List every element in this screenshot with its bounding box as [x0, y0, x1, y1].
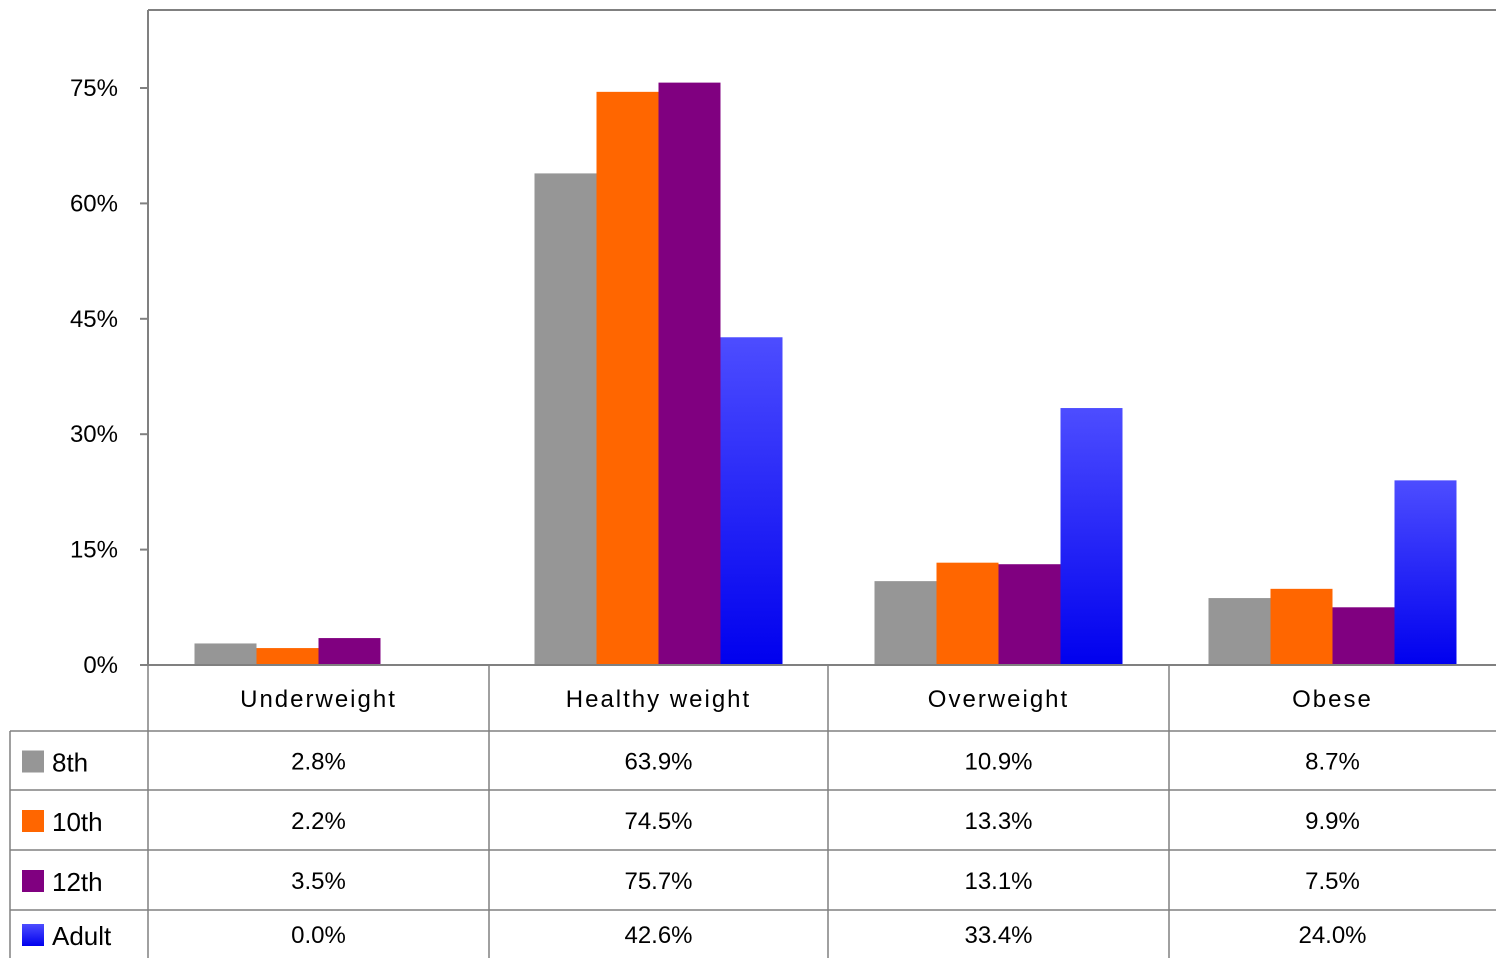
- bar-10th-healthy-weight: [596, 91, 659, 665]
- legend-swatch-10th: [22, 810, 44, 832]
- bar-10th-obese: [1270, 588, 1333, 665]
- legend-swatch-12th: [22, 870, 44, 892]
- table-cell: 13.1%: [964, 868, 1032, 895]
- table-cell: 9.9%: [1305, 808, 1360, 835]
- legend-label: 10th: [52, 807, 103, 837]
- bar-12th-overweight: [998, 564, 1061, 665]
- y-axis-ticks: 0% 15% 30% 45% 60% 75%: [70, 75, 148, 679]
- legend-label: Adult: [52, 921, 112, 951]
- bar-8th-obese: [1208, 598, 1271, 665]
- bar-adult-overweight: [1060, 408, 1123, 665]
- table-cell: 0.0%: [291, 922, 346, 949]
- table-cell: 63.9%: [624, 749, 692, 776]
- table-cell: 75.7%: [624, 868, 692, 895]
- table-cell: 33.4%: [964, 922, 1032, 949]
- table-cell: 2.8%: [291, 749, 346, 776]
- y-tick-label: 0%: [83, 652, 118, 679]
- table-cell: 74.5%: [624, 808, 692, 835]
- y-tick-label: 75%: [70, 75, 118, 102]
- bar-10th-underweight: [256, 648, 319, 665]
- bars: [194, 82, 1457, 665]
- legend-swatch-adult: [22, 924, 44, 946]
- table-cell: 2.2%: [291, 808, 346, 835]
- table-cell: 42.6%: [624, 922, 692, 949]
- axes: [147, 9, 1496, 665]
- bar-12th-obese: [1332, 607, 1395, 665]
- y-tick-label: 30%: [70, 421, 118, 448]
- bar-12th-healthy-weight: [658, 82, 721, 665]
- bar-adult-obese: [1394, 480, 1457, 665]
- bar-8th-underweight: [194, 643, 257, 665]
- legend-label: 12th: [52, 867, 103, 897]
- table-cell: 8.7%: [1305, 749, 1360, 776]
- legend-label: 8th: [52, 748, 88, 778]
- category-label: Obese: [1292, 686, 1373, 713]
- table-cell: 13.3%: [964, 808, 1032, 835]
- table-cell: 10.9%: [964, 749, 1032, 776]
- category-label: Healthy weight: [566, 686, 751, 713]
- table-cell: 24.0%: [1298, 922, 1366, 949]
- table-cell: 3.5%: [291, 868, 346, 895]
- category-label: Overweight: [928, 686, 1069, 713]
- bar-8th-overweight: [874, 581, 937, 665]
- category-label: Underweight: [240, 686, 397, 713]
- table-cell: 7.5%: [1305, 868, 1360, 895]
- legend-swatch-8th: [22, 750, 44, 773]
- y-tick-label: 45%: [70, 306, 118, 333]
- bar-12th-underweight: [318, 638, 381, 665]
- bar-8th-healthy-weight: [534, 173, 597, 665]
- bar-10th-overweight: [936, 562, 999, 665]
- y-tick-label: 60%: [70, 190, 118, 217]
- y-tick-label: 15%: [70, 537, 118, 564]
- data-table: Underweight Healthy weight Overweight Obese…: [9, 664, 1496, 958]
- bar-adult-healthy-weight: [720, 337, 783, 665]
